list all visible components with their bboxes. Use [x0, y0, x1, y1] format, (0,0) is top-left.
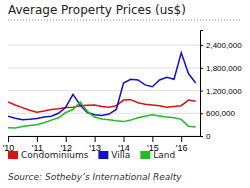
legend-item: Land	[140, 150, 175, 160]
legend-label: Villa	[111, 150, 130, 160]
y-tick: 600,000	[200, 109, 235, 118]
series-line	[8, 53, 196, 120]
legend-item: Villa	[98, 150, 130, 160]
y-tick-label: 1,800,000	[206, 64, 242, 73]
x-tick-mark	[181, 136, 182, 142]
y-tick: 2,400,000	[200, 41, 242, 50]
series-line	[8, 102, 196, 128]
y-tick: 1,800,000	[200, 64, 242, 73]
plot: '10'11'12'13'14'15'160600,0001,200,0001,…	[3, 31, 243, 154]
y-tick: 0	[200, 132, 211, 141]
y-tick: 1,200,000	[200, 87, 242, 96]
grid-line	[8, 45, 200, 46]
legend-item: Condominiums	[8, 150, 89, 160]
legend-swatch	[98, 151, 108, 159]
chart: Average Property Prices (us$)'10'11'12'1…	[0, 0, 250, 188]
y-tick-mark	[200, 113, 203, 114]
legend: Condominiums Villa Land	[8, 150, 175, 160]
lines	[8, 53, 196, 128]
x-tick-mark	[95, 136, 96, 142]
grid	[8, 45, 200, 136]
x-tick-mark	[37, 136, 38, 142]
legend-label: Land	[153, 150, 175, 160]
legend-swatch	[8, 151, 18, 159]
y-tick-mark	[200, 91, 203, 92]
source: Source: Sotheby’s International Realty	[8, 172, 182, 182]
series-line	[8, 100, 196, 112]
x-tick-label: '16	[176, 143, 188, 153]
y-tick-label: 600,000	[206, 109, 235, 118]
y-tick-mark	[200, 136, 203, 137]
title-rule	[8, 20, 242, 21]
y-tick-label: 1,200,000	[206, 87, 242, 96]
title: Average Property Prices (us$)	[8, 3, 186, 17]
x-tick: '16	[176, 136, 188, 153]
legend-label: Condominiums	[21, 150, 89, 160]
x-tick-mark	[123, 136, 124, 142]
y-tick-mark	[200, 45, 203, 46]
x-tick-mark	[152, 136, 153, 142]
y-axis: 0 600,000 1,200,000 1,800,000 2,400,000	[200, 31, 242, 142]
grid-line	[8, 113, 200, 114]
x-tick-mark	[8, 136, 9, 142]
x-tick: '13	[89, 136, 101, 153]
y-tick-label: 2,400,000	[206, 41, 242, 50]
y-axis-line	[201, 31, 204, 137]
grid-line	[8, 90, 200, 91]
x-tick-mark	[66, 136, 67, 142]
grid-line	[8, 136, 200, 137]
legend-swatch	[140, 151, 150, 159]
y-tick-mark	[200, 68, 203, 69]
y-tick-label: 0	[206, 132, 211, 141]
x-tick: '10	[3, 136, 15, 153]
grid-line	[8, 67, 200, 68]
